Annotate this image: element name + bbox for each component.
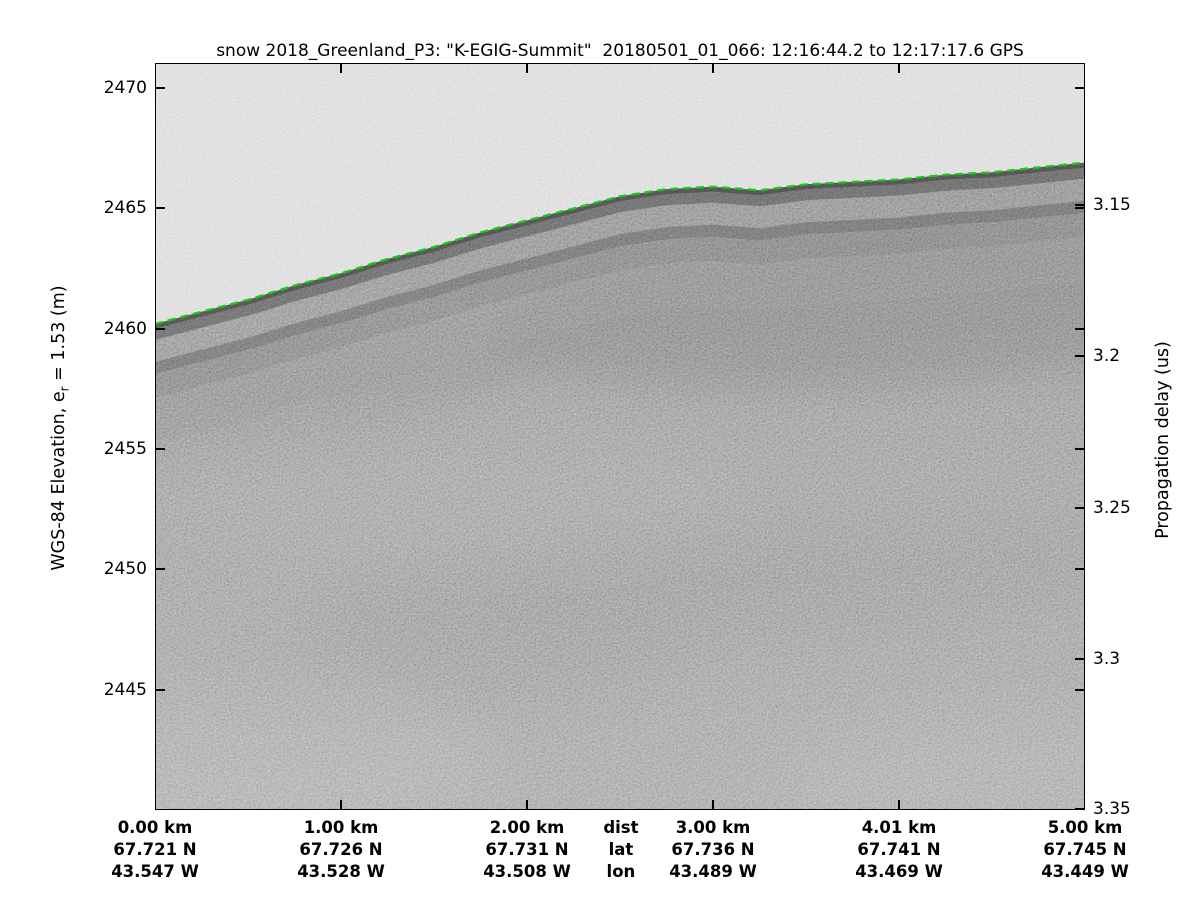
elevation-tick-left <box>156 207 165 210</box>
elevation-tick-right-mirror <box>1075 327 1084 330</box>
distance-label-column-row-lat: 67.741 N <box>857 840 941 859</box>
distance-label-column-row-lat: 67.736 N <box>671 840 755 859</box>
elevation-tick-left <box>156 568 165 571</box>
distance-label-column-row-km: 4.01 km <box>861 818 937 837</box>
distance-label-column: 4.01 km 67.741 N 43.469 W <box>829 817 969 883</box>
distance-label-column-row-km: 5.00 km <box>1047 818 1123 837</box>
distance-tick-top-mirror <box>340 64 342 73</box>
distance-header-column: dist lat lon <box>551 817 691 883</box>
delay-tick-label: 3.2 <box>1093 346 1121 367</box>
distance-label-column-row-lat: 67.721 N <box>113 840 197 859</box>
delay-tick-label: 3.15 <box>1093 195 1131 216</box>
delay-tick-label: 3.25 <box>1093 497 1131 518</box>
elevation-axis-label-prefix: WGS-84 Elevation, e <box>48 391 69 571</box>
distance-label-column-row-km: 3.00 km <box>675 818 751 837</box>
distance-label-column-row-lat: 67.726 N <box>299 840 383 859</box>
distance-tick-top-mirror <box>898 64 900 73</box>
distance-header-column-row-km: dist <box>603 818 639 837</box>
elevation-tick-right-mirror <box>1075 87 1084 90</box>
elevation-tick-label: 2445 <box>103 679 147 700</box>
distance-label-column-row-lon: 43.528 W <box>297 862 385 881</box>
elevation-tick-label: 2460 <box>103 318 147 339</box>
delay-tick <box>1075 657 1084 660</box>
distance-tick-top-mirror <box>712 64 714 73</box>
delay-tick <box>1075 808 1084 810</box>
distance-label-column-row-lon: 43.508 W <box>483 862 571 881</box>
distance-label-column: 0.00 km 67.721 N 43.547 W <box>85 817 225 883</box>
plot-title: snow 2018_Greenland_P3: "K-EGIG-Summit" … <box>216 41 1024 61</box>
distance-header-column-row-lon: lon <box>606 862 636 881</box>
elevation-tick-label: 2465 <box>103 198 147 219</box>
distance-label-column-row-km: 1.00 km <box>303 818 379 837</box>
elevation-tick-right-mirror <box>1075 448 1084 450</box>
distance-tick-bottom <box>712 800 714 809</box>
distance-label-column-row-lat: 67.745 N <box>1043 840 1127 859</box>
elevation-tick-label: 2450 <box>103 559 147 580</box>
distance-label-column: 2.00 km 67.731 N 43.508 W <box>457 817 597 883</box>
distance-header-column-row-lat: lat <box>608 840 634 859</box>
distance-label-column-row-lon: 43.547 W <box>111 862 199 881</box>
elevation-tick-left <box>156 688 165 691</box>
distance-label-column-row-km: 0.00 km <box>117 818 193 837</box>
delay-tick <box>1075 355 1084 358</box>
elevation-tick-right-mirror <box>1075 688 1084 691</box>
elevation-tick-right-mirror <box>1075 207 1084 210</box>
distance-label-column: 3.00 km 67.736 N 43.489 W <box>643 817 783 883</box>
elevation-tick-left <box>156 87 165 90</box>
elevation-tick-label: 2470 <box>103 78 147 99</box>
distance-tick-bottom <box>898 800 900 809</box>
distance-label-column-row-lon: 43.449 W <box>1041 862 1129 881</box>
elevation-tick-label: 2455 <box>103 439 147 459</box>
surface-pick-line-group <box>155 161 1085 325</box>
distance-label-column: 1.00 km 67.726 N 43.528 W <box>271 817 411 883</box>
elevation-tick-right-mirror <box>1075 568 1084 571</box>
elevation-tick-left <box>156 327 165 330</box>
delay-tick-label: 3.35 <box>1093 799 1131 819</box>
distance-label-column-row-lon: 43.489 W <box>669 862 757 881</box>
delay-tick <box>1075 204 1084 207</box>
distance-label-column-row-km: 2.00 km <box>489 818 565 837</box>
distance-tick-top-mirror <box>526 64 528 73</box>
elevation-tick-left <box>156 448 165 450</box>
elevation-axis-label-subscript: r <box>57 386 72 392</box>
echogram-image <box>155 63 1085 810</box>
surface-pick-line <box>155 161 1085 325</box>
distance-label-column-row-lat: 67.731 N <box>485 840 569 859</box>
distance-label-column: 5.00 km 67.745 N 43.449 W <box>1015 817 1155 883</box>
distance-label-column-row-lon: 43.469 W <box>855 862 943 881</box>
distance-tick-bottom <box>340 800 342 809</box>
delay-tick <box>1075 506 1084 509</box>
speckle-noise-layer-2 <box>155 63 1085 810</box>
delay-tick-label: 3.3 <box>1093 648 1121 669</box>
distance-tick-bottom <box>526 800 528 809</box>
